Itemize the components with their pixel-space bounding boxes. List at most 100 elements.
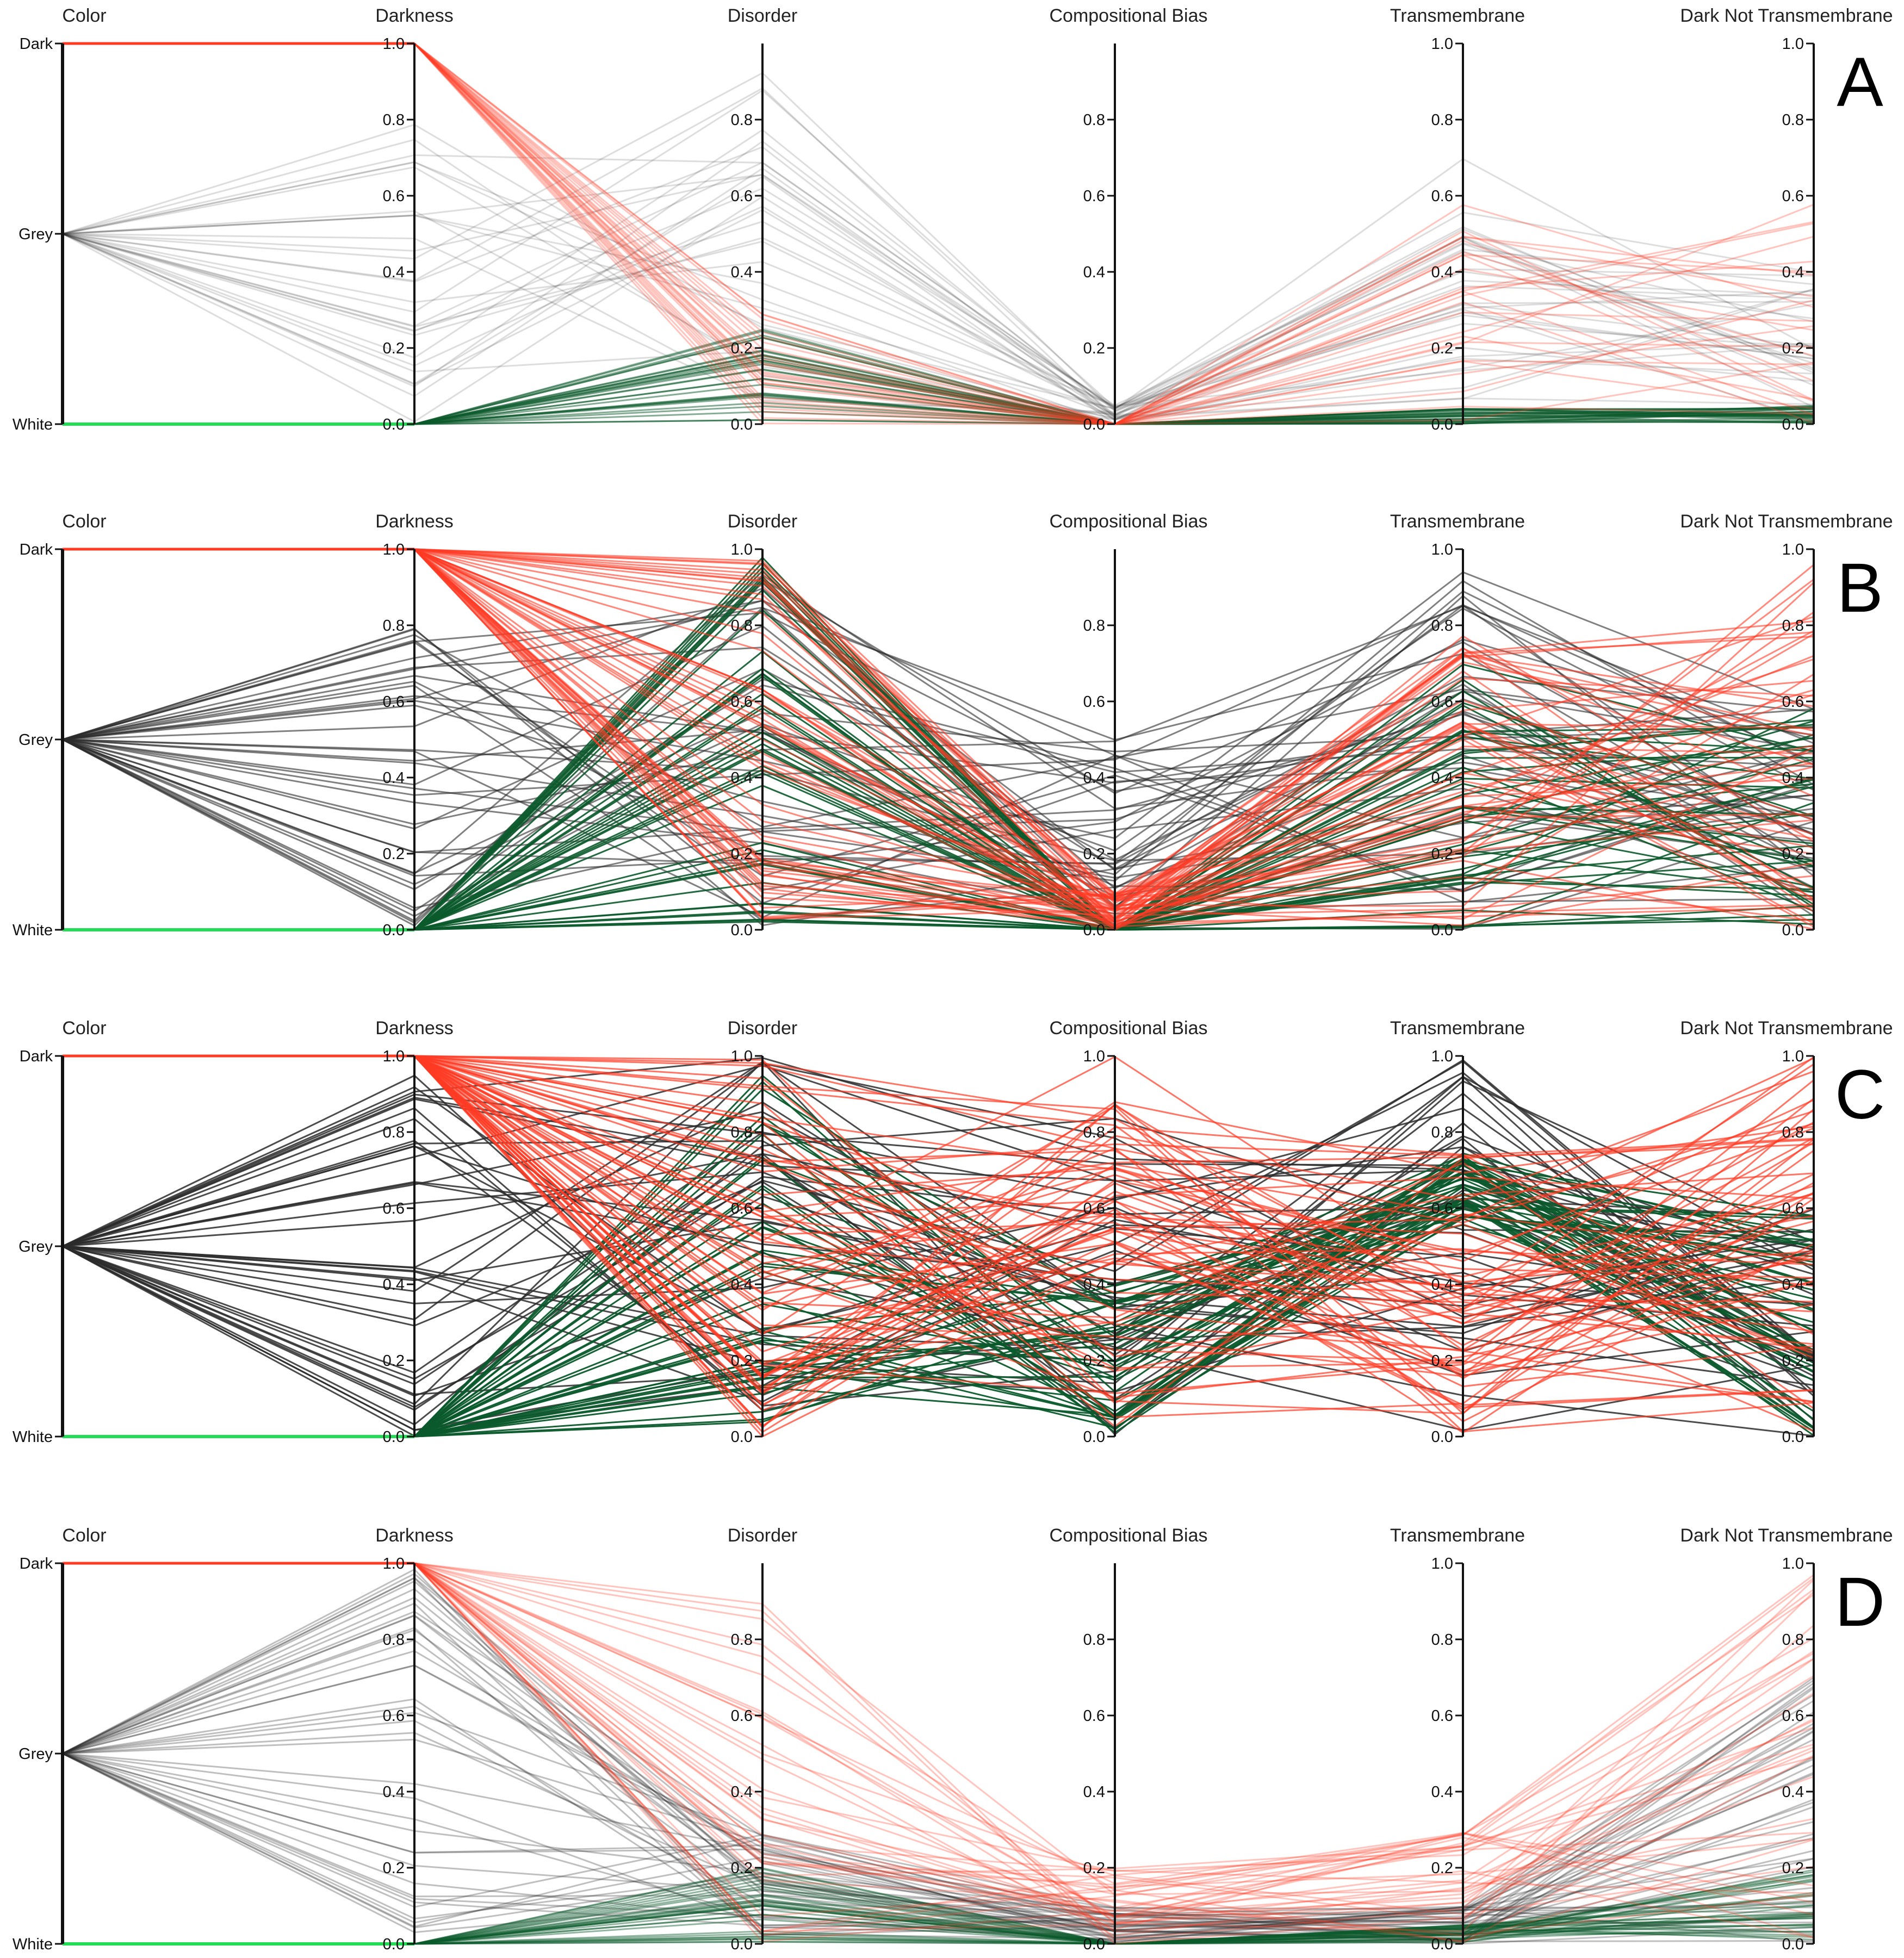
data-line (62, 1614, 1814, 1931)
tick-label: 0.4 (1083, 264, 1105, 281)
data-line (62, 140, 1814, 412)
tick-label: 0.0 (383, 922, 405, 939)
tick-label: 0.6 (1083, 1707, 1105, 1725)
data-line (62, 1650, 1814, 1935)
axis-title-darkness: Darkness (375, 511, 454, 532)
data-line (62, 1752, 1814, 1931)
axis-compositional-bias: Compositional Bias 0.0 0.2 0.4 0.6 0.8 (1049, 511, 1207, 939)
data-line (62, 1752, 1814, 1942)
axis-compositional-bias: Compositional Bias 0.0 0.2 0.4 0.6 0.8 1.0 (1049, 1018, 1207, 1446)
tick-label: 0.4 (1782, 769, 1804, 787)
tick-label: 0.2 (1083, 1860, 1105, 1877)
tick-label: 0.2 (731, 846, 753, 863)
axis-darkness: Darkness 0.0 0.2 0.4 0.6 0.8 1.0 (375, 1525, 454, 1953)
tick-label: 0.2 (383, 1860, 405, 1877)
data-line (62, 1664, 1814, 1935)
tick-label: 0.8 (1083, 617, 1105, 635)
tick-label: 1.0 (1782, 1048, 1804, 1065)
panel-d: Color Dark Grey White Darkness 0.0 0.2 0.4 0.6 0.… (13, 1525, 1893, 1953)
series-grey (62, 1568, 1814, 1945)
tick-label: 1.0 (1431, 541, 1453, 558)
axis-transmembrane: Transmembrane 0.0 0.2 0.4 0.6 0.8 1.0 (1390, 1525, 1525, 1953)
tick-label: 0.2 (731, 340, 753, 357)
tick-label: 0.4 (731, 769, 753, 787)
data-line (63, 1562, 1814, 1877)
tick-label: 0.8 (1782, 617, 1804, 635)
data-line (62, 1076, 1814, 1412)
data-line (62, 129, 1814, 416)
data-line (62, 1626, 1814, 1936)
tick-label: 0.4 (1431, 1276, 1453, 1294)
axis-color: Color Dark Grey White (13, 1525, 107, 1953)
data-line (62, 1732, 1814, 1936)
tick-label: 0.8 (1431, 617, 1453, 635)
data-line (62, 1752, 1814, 1945)
tick-label: 0.6 (1782, 1707, 1804, 1725)
axis-disorder: Disorder 0.0 0.2 0.4 0.6 0.8 1.0 (728, 511, 797, 939)
axis-title-disorder: Disorder (728, 1525, 797, 1546)
axis-color: Color Dark Grey White (13, 511, 107, 939)
data-line (62, 1580, 1814, 1942)
tick-label: 0.0 (383, 1936, 405, 1953)
axis-disorder: Disorder 0.0 0.2 0.4 0.6 0.8 (728, 5, 797, 433)
tick-label: 1.0 (1083, 1048, 1105, 1065)
data-line (62, 123, 1814, 420)
axis-dark-not-transmembrane: Dark Not Transmembrane 0.0 0.2 0.4 0.6 0.8 1.0 (1680, 511, 1893, 939)
axis-dark-not-transmembrane: Dark Not Transmembrane 0.0 0.2 0.4 0.6 0.8 1.0 (1680, 1525, 1893, 1953)
tick-label: 0.6 (383, 1200, 405, 1217)
data-line (62, 209, 1814, 421)
tick-label: 1.0 (383, 1048, 405, 1065)
data-line (62, 1738, 1814, 1928)
tick-label: 0.0 (1431, 416, 1453, 433)
data-line (63, 548, 1814, 918)
axis-title-transmembrane: Transmembrane (1390, 511, 1525, 532)
data-line (62, 220, 1814, 409)
tick-label: 0.8 (1431, 1124, 1453, 1141)
tick-label: 0.2 (1431, 1352, 1453, 1370)
data-line (62, 89, 1814, 409)
tick-label: 0.2 (1782, 846, 1804, 863)
data-line (62, 210, 1814, 415)
tick-label: 0.6 (1431, 1200, 1453, 1217)
tick-label: 0.8 (731, 1124, 753, 1141)
data-line (62, 1111, 1814, 1305)
axis-title-disorder: Disorder (728, 1018, 797, 1039)
tick-label: 0.8 (731, 1631, 753, 1649)
data-line (62, 599, 1814, 839)
tick-label: 0.2 (1083, 340, 1105, 357)
axis-transmembrane: Transmembrane 0.0 0.2 0.4 0.6 0.8 1.0 (1390, 511, 1525, 939)
axis-dark-not-transmembrane: Dark Not Transmembrane 0.0 0.2 0.4 0.6 0.8 1.0 (1680, 5, 1893, 433)
tick-label: 0.6 (1431, 693, 1453, 711)
data-line (62, 233, 1814, 416)
data-line (62, 1752, 1814, 1919)
tick-label: 1.0 (383, 35, 405, 53)
tick-label: 1.0 (1782, 35, 1804, 53)
data-line (62, 233, 1814, 422)
data-line (62, 1686, 1814, 1931)
tick-label-dark: Dark (20, 35, 53, 53)
tick-label: 0.0 (731, 416, 753, 433)
data-line (62, 1752, 1814, 1943)
data-line (62, 1596, 1814, 1944)
tick-label: 0.4 (1083, 1276, 1105, 1294)
tick-label: 0.6 (731, 1200, 753, 1217)
tick-label: 1.0 (1431, 1048, 1453, 1065)
axis-title-darkness: Darkness (375, 1018, 454, 1039)
tick-label: 0.6 (1083, 1200, 1105, 1217)
tick-label: 0.8 (1782, 1124, 1804, 1141)
data-line (62, 1629, 1814, 1942)
data-line (62, 1576, 1814, 1940)
data-line (62, 1720, 1814, 1944)
tick-label: 0.2 (1782, 340, 1804, 357)
axis-darkness: Darkness 0.0 0.2 0.4 0.6 0.8 1.0 (375, 5, 454, 433)
tick-label: 0.6 (383, 188, 405, 205)
tick-label: 0.0 (731, 1428, 753, 1446)
axis-title-darkness: Darkness (375, 1525, 454, 1546)
tick-label: 1.0 (383, 541, 405, 558)
data-line (62, 1752, 1814, 1943)
data-line (62, 1664, 1814, 1944)
tick-label: 0.0 (1431, 922, 1453, 939)
tick-label: 0.2 (383, 846, 405, 863)
data-line (62, 607, 1814, 885)
axis-title-color: Color (62, 1525, 106, 1546)
